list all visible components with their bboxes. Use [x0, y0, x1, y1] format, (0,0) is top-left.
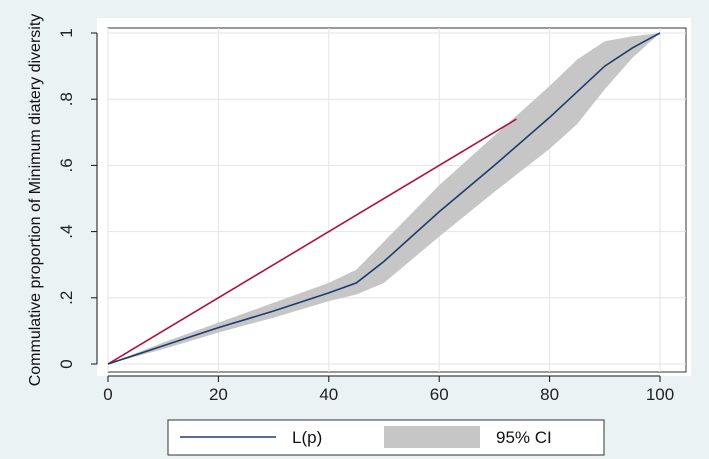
lp-series-line	[107, 32, 661, 365]
y-axis: 0 .2 .4 .6 .8 1	[57, 28, 98, 369]
ci-band-layer	[108, 33, 660, 364]
x-tick-label-60: 60	[430, 385, 449, 404]
legend: L(p) 95% CI	[167, 419, 605, 456]
x-tick-label-80: 80	[540, 385, 559, 404]
x-tick-label-40: 40	[319, 385, 338, 404]
x-tick-label-0: 0	[103, 385, 112, 404]
y-tick-label-1: 1	[57, 28, 76, 37]
legend-ci-label: 95% CI	[496, 428, 552, 447]
x-tick-label-20: 20	[209, 385, 228, 404]
legend-ci-swatch	[384, 426, 480, 448]
y-tick-label-0: 0	[57, 359, 76, 368]
y-tick-label-.2: .2	[57, 291, 76, 305]
series-lines-layer	[107, 32, 661, 365]
y-axis-title: Commulative proportion of Minimum diater…	[27, 14, 44, 387]
y-tick-label-.6: .6	[57, 158, 76, 172]
y-tick-label-.8: .8	[57, 92, 76, 106]
y-tick-label-.4: .4	[57, 225, 76, 239]
ci-band	[108, 33, 660, 364]
legend-lp-label: L(p)	[292, 428, 322, 447]
x-tick-label-100: 100	[646, 385, 674, 404]
x-axis: 0 20 40 60 80 100	[103, 375, 674, 404]
equality-line	[107, 118, 517, 365]
